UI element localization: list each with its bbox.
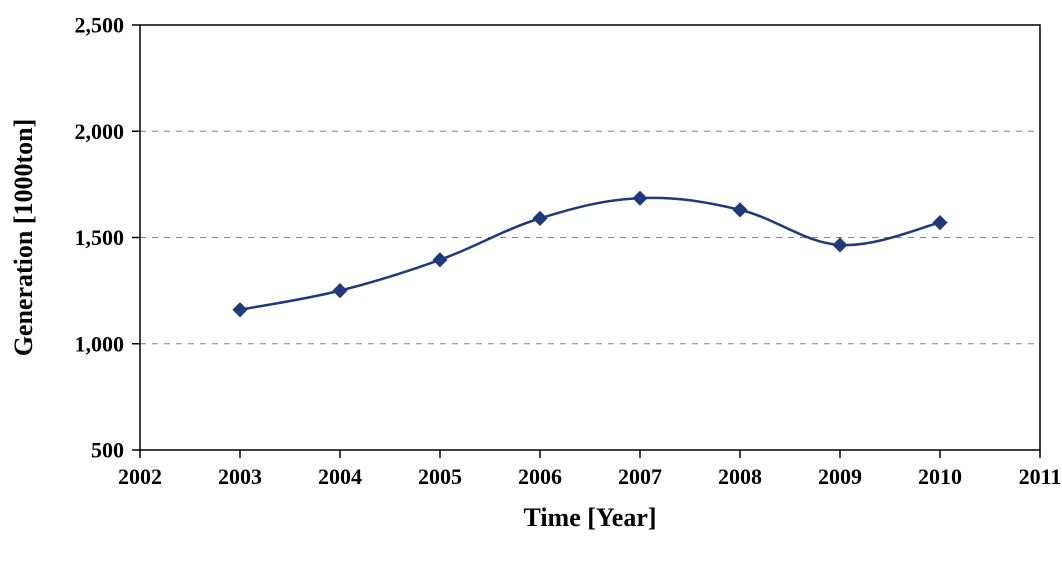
x-tick-label: 2003 (218, 464, 262, 489)
x-tick-label: 2008 (718, 464, 762, 489)
x-axis-label: Time [Year] (523, 503, 656, 532)
x-tick-label: 2010 (918, 464, 962, 489)
y-tick-label: 500 (91, 438, 124, 463)
y-tick-label: 2,000 (75, 119, 125, 144)
y-axis-label: Generation [1000ton] (9, 119, 38, 357)
line-chart: 2002 2003 2004 2005 2006 2007 2008 2009 2010 2011… (0, 0, 1062, 575)
y-tick-label: 1,500 (75, 225, 125, 250)
x-tick-label: 2011 (1019, 464, 1062, 489)
x-tick-label: 2004 (318, 464, 362, 489)
x-tick-label: 2005 (418, 464, 462, 489)
chart-svg: 2002 2003 2004 2005 2006 2007 2008 2009 2010 2011… (0, 0, 1062, 575)
x-tick-label: 2007 (618, 464, 662, 489)
x-tick-label: 2006 (518, 464, 562, 489)
y-tick-label: 2,500 (75, 13, 125, 38)
x-tick-label: 2009 (818, 464, 862, 489)
x-tick-label: 2002 (118, 464, 162, 489)
y-tick-label: 1,000 (75, 331, 125, 356)
